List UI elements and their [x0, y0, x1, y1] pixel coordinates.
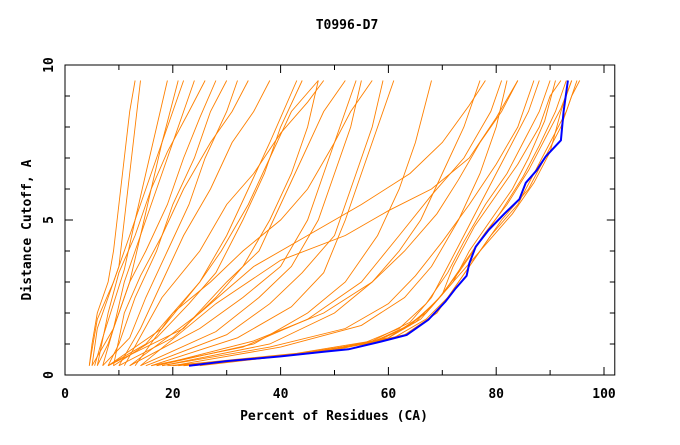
model-curve-27: [172, 80, 556, 367]
model-curve-40: [123, 80, 325, 366]
model-curve-4: [96, 80, 179, 366]
model-curve-11: [113, 80, 249, 366]
model-curve-1: [88, 80, 136, 366]
model-curve-37: [129, 80, 486, 367]
model-curve-28: [178, 80, 567, 367]
model-curve-9: [107, 80, 228, 366]
model-curve-10: [102, 80, 238, 367]
model-curve-30: [194, 80, 578, 367]
model-curve-8: [91, 80, 217, 366]
y-axis-label: Distance Cutoff, A: [20, 159, 35, 300]
model-curve-23: [161, 80, 481, 367]
model-curve-15: [107, 80, 319, 367]
model-curve-16: [118, 80, 319, 367]
model-curve-2: [91, 80, 141, 366]
model-curve-25: [151, 80, 503, 367]
model-curves: [88, 80, 581, 367]
model-curve-7: [96, 80, 206, 366]
model-curve-19: [140, 80, 362, 367]
x-axis-label: Percent of Residues (CA): [240, 409, 428, 424]
model-curve-38: [140, 80, 519, 367]
x-tick-label: 100: [592, 387, 616, 402]
y-tick-label: 0: [42, 371, 57, 379]
model-curve-14: [113, 80, 303, 367]
model-curve-24: [172, 80, 508, 367]
model-curve-33: [172, 80, 540, 367]
model-curve-32: [183, 80, 562, 367]
x-tick-label: 20: [165, 387, 181, 402]
x-tick-label: 40: [273, 387, 289, 402]
model-curve-12: [118, 80, 271, 366]
model-curve-17: [107, 80, 346, 367]
x-tick-label: 0: [61, 387, 69, 402]
y-tick-label: 10: [42, 57, 57, 73]
model-curve-5: [88, 80, 185, 366]
model-curve-13: [107, 80, 298, 367]
y-tick-label: 5: [42, 216, 57, 224]
x-tick-label: 80: [488, 387, 504, 402]
highlight-curve: [188, 80, 569, 367]
model-curve-21: [151, 80, 395, 367]
model-curve-39: [134, 80, 373, 366]
model-curve-35: [161, 80, 535, 367]
model-curve-3: [94, 80, 168, 366]
axes: 0 20 40 60 80 100 0 5 10: [42, 57, 616, 402]
model-curve-6: [102, 80, 195, 366]
model-curve-20: [145, 80, 384, 367]
x-tick-label: 60: [381, 387, 397, 402]
model-curve-36: [156, 80, 519, 367]
chart-title: T0996-D7: [316, 18, 379, 33]
model-curve-34: [188, 80, 573, 367]
